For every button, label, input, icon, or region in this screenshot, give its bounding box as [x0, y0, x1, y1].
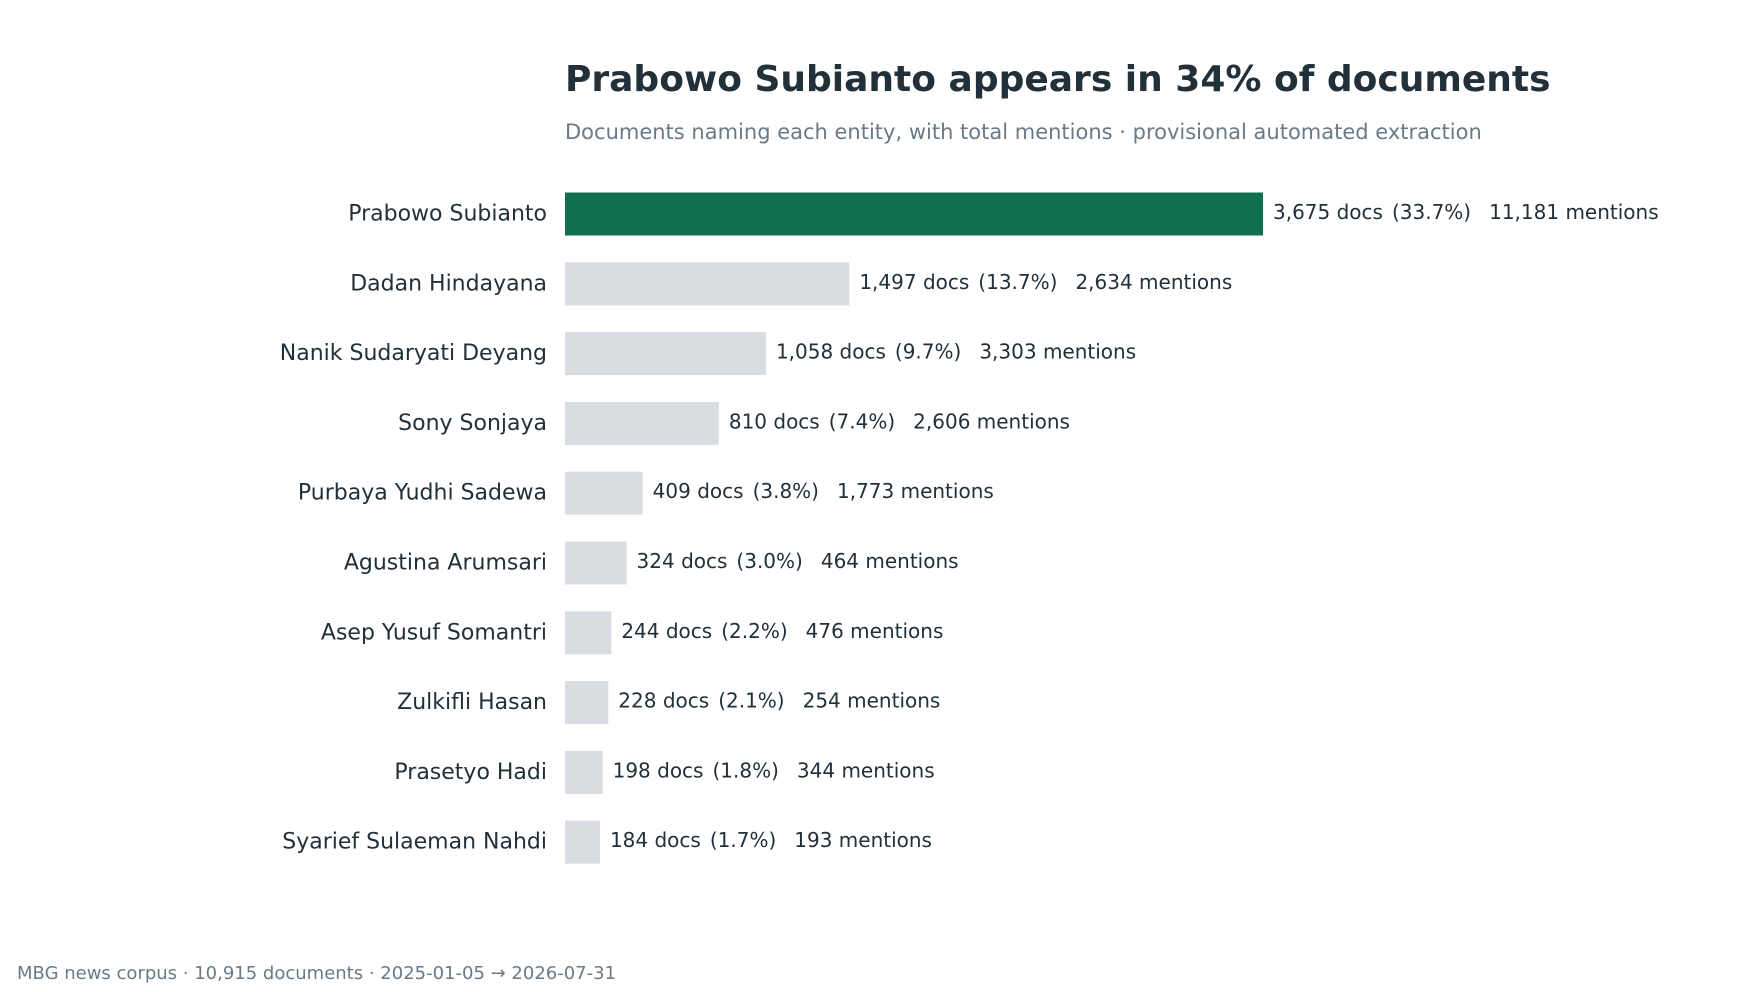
- category-label: Prabowo Subianto: [348, 202, 547, 227]
- value-label: 244 docs (2.2%) 476 mentions: [621, 619, 943, 643]
- value-mentions: 464 mentions: [821, 549, 959, 573]
- value-share: (33.7%): [1392, 200, 1471, 224]
- value-label: 324 docs (3.0%) 464 mentions: [637, 549, 959, 573]
- value-docs: 409 docs: [653, 479, 744, 503]
- bar-highlighted: [565, 192, 1263, 236]
- value-mentions: 2,634 mentions: [1075, 270, 1232, 294]
- category-label: Agustina Arumsari: [344, 551, 547, 576]
- value-docs: 3,675 docs: [1273, 200, 1383, 224]
- bar: [565, 262, 850, 306]
- category-label: Syarief Sulaeman Nahdi: [282, 830, 547, 855]
- value-share: (7.4%): [829, 409, 895, 433]
- value-share: (3.8%): [753, 479, 819, 503]
- category-label: Asep Yusuf Somantri: [321, 620, 547, 645]
- value-share: (1.8%): [712, 758, 778, 782]
- category-label: Purbaya Yudhi Sadewa: [298, 481, 547, 506]
- value-docs: 244 docs: [621, 619, 712, 643]
- category-label: Zulkifli Hasan: [397, 690, 547, 715]
- category-label: Dadan Hindayana: [350, 271, 547, 296]
- value-label: 1,497 docs (13.7%) 2,634 mentions: [859, 270, 1232, 294]
- value-mentions: 3,303 mentions: [979, 340, 1136, 364]
- value-share: (2.2%): [721, 619, 787, 643]
- value-mentions: 2,606 mentions: [913, 409, 1070, 433]
- value-label: 1,058 docs (9.7%) 3,303 mentions: [776, 340, 1136, 364]
- value-docs: 810 docs: [729, 409, 820, 433]
- chart-title: Prabowo Subianto appears in 34% of docum…: [565, 59, 1551, 100]
- footer-source-note: MBG news corpus · 10,915 documents · 202…: [17, 963, 617, 984]
- value-mentions: 11,181 mentions: [1489, 200, 1659, 224]
- value-share: (1.7%): [710, 828, 776, 852]
- value-docs: 1,058 docs: [776, 340, 886, 364]
- value-share: (9.7%): [895, 340, 961, 364]
- value-label: 184 docs (1.7%) 193 mentions: [610, 828, 932, 852]
- value-label: 409 docs (3.8%) 1,773 mentions: [653, 479, 994, 503]
- value-label: 810 docs (7.4%) 2,606 mentions: [729, 409, 1070, 433]
- value-docs: 228 docs: [618, 689, 709, 713]
- bar: [565, 541, 627, 585]
- category-label: Nanik Sudaryati Deyang: [280, 341, 547, 366]
- category-label: Sony Sonjaya: [398, 411, 547, 436]
- bar: [565, 401, 719, 445]
- bar: [565, 750, 603, 794]
- value-mentions: 1,773 mentions: [837, 479, 994, 503]
- value-docs: 1,497 docs: [859, 270, 969, 294]
- bar: [565, 611, 612, 655]
- value-mentions: 476 mentions: [806, 619, 944, 643]
- value-docs: 184 docs: [610, 828, 701, 852]
- value-share: (2.1%): [718, 689, 784, 713]
- bar: [565, 820, 600, 864]
- value-share: (13.7%): [978, 270, 1057, 294]
- bar: [565, 332, 766, 376]
- bar: [565, 471, 643, 515]
- value-mentions: 193 mentions: [794, 828, 932, 852]
- value-label: 198 docs (1.8%) 344 mentions: [613, 758, 935, 782]
- value-label: 3,675 docs (33.7%) 11,181 mentions: [1273, 200, 1659, 224]
- value-label: 228 docs (2.1%) 254 mentions: [618, 689, 940, 713]
- category-label: Prasetyo Hadi: [394, 760, 547, 785]
- value-share: (3.0%): [736, 549, 802, 573]
- chart-subtitle: Documents naming each entity, with total…: [565, 120, 1482, 144]
- bar: [565, 681, 609, 725]
- value-mentions: 344 mentions: [797, 758, 935, 782]
- value-docs: 198 docs: [613, 758, 704, 782]
- value-mentions: 254 mentions: [803, 689, 941, 713]
- value-docs: 324 docs: [637, 549, 728, 573]
